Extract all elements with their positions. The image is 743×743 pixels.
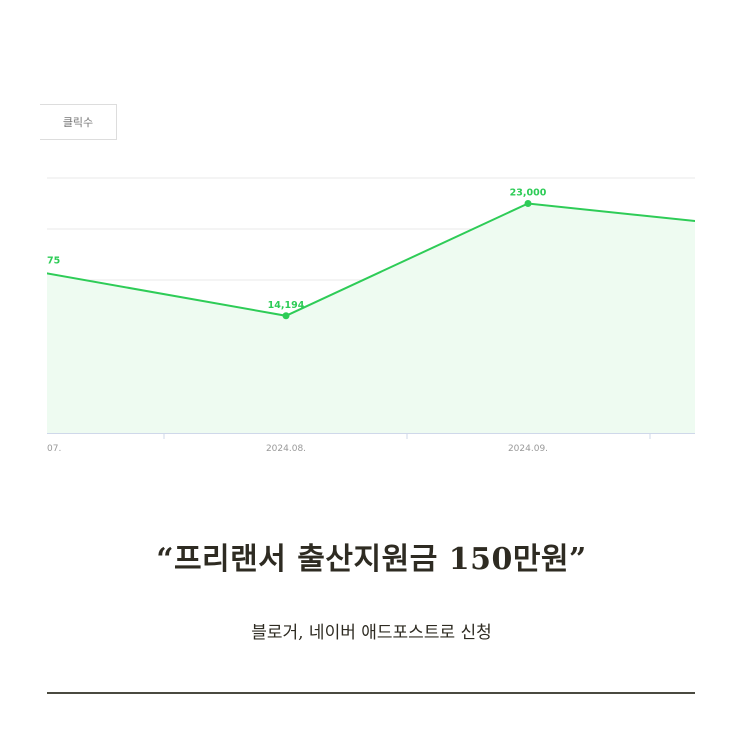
x-axis: 07. 2024.08. 2024.09. bbox=[47, 433, 695, 454]
tab-clicks[interactable]: 클릭수 bbox=[40, 104, 117, 140]
headline-title: “프리랜서 출산지원금 150만원” bbox=[156, 542, 587, 577]
x-tick-label: 2024.09. bbox=[508, 444, 548, 454]
data-point bbox=[524, 200, 532, 207]
data-label: 14,194 bbox=[268, 300, 305, 311]
headline-subtitle: 블로거, 네이버 애드포스트로 신청 bbox=[251, 623, 492, 643]
data-points bbox=[282, 200, 532, 320]
area-fill bbox=[47, 203, 695, 433]
data-labels: 75 14,194 23,000 bbox=[47, 188, 547, 311]
data-point bbox=[282, 312, 290, 320]
x-tick-label: 2024.08. bbox=[266, 444, 306, 454]
line-chart: 07. 2024.08. 2024.09. 75 14,194 23,000 bbox=[47, 177, 695, 454]
divider bbox=[47, 692, 695, 694]
data-label: 75 bbox=[47, 256, 60, 267]
series-line bbox=[47, 202, 695, 317]
x-tick-label: 07. bbox=[47, 444, 61, 454]
data-label: 23,000 bbox=[510, 188, 547, 199]
